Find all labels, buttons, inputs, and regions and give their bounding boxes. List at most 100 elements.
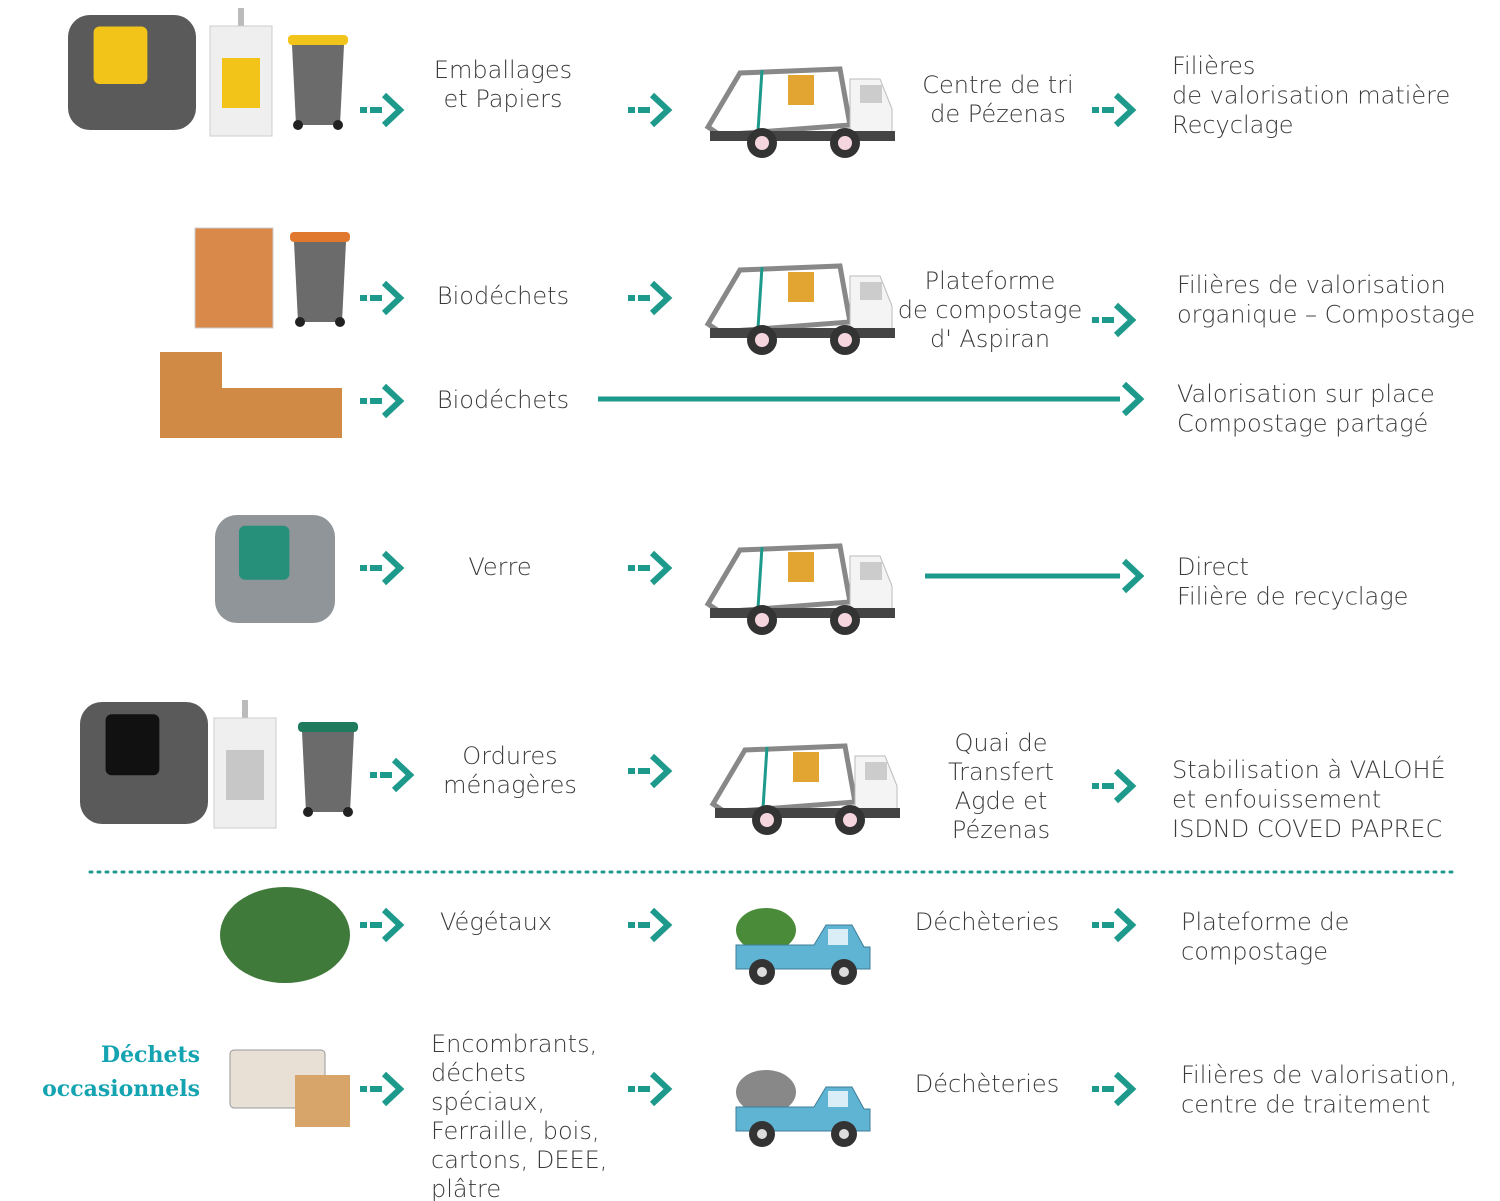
facility-label: de Pézenas: [930, 100, 1066, 128]
arrow-dash: [628, 768, 635, 774]
pickup-truck: [736, 1070, 870, 1147]
truck-chassis: [715, 808, 900, 818]
arrow: [628, 283, 668, 313]
destination-label: compostage: [1181, 938, 1328, 966]
destination-label: et enfouissement: [1172, 786, 1381, 814]
arrow: [360, 386, 400, 416]
container: [68, 15, 196, 130]
facility-label: Transfert: [948, 758, 1054, 786]
arrow-dash: [360, 398, 367, 404]
hub: [839, 967, 849, 977]
bin-wheel: [303, 807, 313, 817]
arrow-dash: [628, 1086, 635, 1092]
waste-label: plâtre: [431, 1175, 501, 1201]
bin-wheel: [333, 120, 343, 130]
arrow-dash: [1092, 922, 1099, 928]
bin-body: [302, 732, 354, 812]
destination-label: Filière de recyclage: [1177, 583, 1408, 611]
destination-label: Recyclage: [1172, 111, 1294, 139]
destination-label: Direct: [1177, 553, 1249, 581]
arrow-head: [1116, 305, 1132, 335]
arrow-dash: [370, 107, 382, 113]
arrow-dash: [628, 295, 635, 301]
arrow-head: [394, 760, 410, 790]
truck-logo: [788, 552, 814, 582]
category-label: occasionnels: [42, 1076, 200, 1102]
pickup-window: [828, 929, 848, 945]
arrow-head: [652, 1074, 668, 1104]
truck-window: [865, 762, 887, 780]
facility-label: Déchèteries: [915, 908, 1059, 936]
arrow-dash: [360, 295, 367, 301]
wheelie-bin: [288, 35, 348, 130]
arrow-head: [384, 1074, 400, 1104]
hub: [843, 813, 857, 827]
arrow-dash: [1092, 1086, 1099, 1092]
destination-label: Compostage partagé: [1177, 410, 1428, 438]
destination-label: Plateforme de: [1181, 908, 1349, 936]
hub: [838, 613, 852, 627]
truck-chassis: [710, 608, 895, 618]
arrow-head: [1124, 561, 1140, 591]
arrow: [370, 760, 410, 790]
bin-lid: [298, 722, 358, 732]
arrow-head: [384, 910, 400, 940]
arrow: [628, 910, 668, 940]
facility-label: Centre de tri: [922, 71, 1073, 99]
facility-label: de compostage: [898, 296, 1083, 324]
composter: [220, 388, 342, 438]
destination-label: organique – Compostage: [1177, 301, 1475, 329]
arrow: [628, 553, 668, 583]
hub: [757, 967, 767, 977]
bin-wheel: [335, 317, 345, 327]
kiosk-slot: [226, 750, 264, 800]
arrow-dash: [360, 107, 367, 113]
arrow-head: [384, 553, 400, 583]
bin-lid: [288, 35, 348, 45]
plants: [220, 887, 350, 983]
waste-flow-diagram: Emballageset PapiersCentre de tride Péze…: [0, 0, 1500, 1201]
destination-label: Valorisation sur place: [1177, 380, 1435, 408]
arrow-dash: [370, 922, 382, 928]
facility-label: Quai de: [954, 729, 1047, 757]
kiosk-post: [238, 8, 244, 26]
container-hatch: [239, 526, 289, 580]
arrow-dash: [1102, 1086, 1114, 1092]
truck-chassis: [710, 328, 895, 338]
arrow-head: [384, 283, 400, 313]
arrow: [628, 756, 668, 786]
truck-body: [713, 746, 855, 812]
waste-label: déchets: [431, 1059, 526, 1087]
arrow-dash: [638, 107, 650, 113]
destination-label: Filières de valorisation: [1177, 271, 1446, 299]
hub: [838, 136, 852, 150]
arrow-dash: [380, 772, 392, 778]
hub: [839, 1129, 849, 1139]
bin-wheel: [293, 120, 303, 130]
facility-label: d' Aspiran: [930, 325, 1050, 353]
arrow-head: [1116, 95, 1132, 125]
food-bin: [195, 228, 273, 328]
arrow-head: [1124, 384, 1140, 414]
arrow-dash: [370, 1086, 382, 1092]
arrow: [628, 1074, 668, 1104]
truck-body: [708, 69, 850, 135]
arrow-head: [652, 283, 668, 313]
hub: [838, 333, 852, 347]
arrow: [1092, 305, 1132, 335]
destination-label: ISDND COVED PAPREC: [1172, 815, 1442, 843]
composter: [160, 352, 222, 438]
truck-logo: [788, 272, 814, 302]
bin-lid: [290, 232, 350, 242]
arrow-dash: [638, 565, 650, 571]
kiosk: [214, 700, 276, 828]
waste-label: cartons, DEEE,: [431, 1146, 607, 1174]
arrow-head: [384, 95, 400, 125]
arrow-dash: [370, 295, 382, 301]
arrow: [360, 1074, 400, 1104]
wheelie-bin: [298, 722, 358, 817]
truck-window: [860, 85, 882, 103]
carton: [295, 1075, 350, 1127]
arrow-dash: [1092, 317, 1099, 323]
arrow-dash: [1102, 107, 1114, 113]
